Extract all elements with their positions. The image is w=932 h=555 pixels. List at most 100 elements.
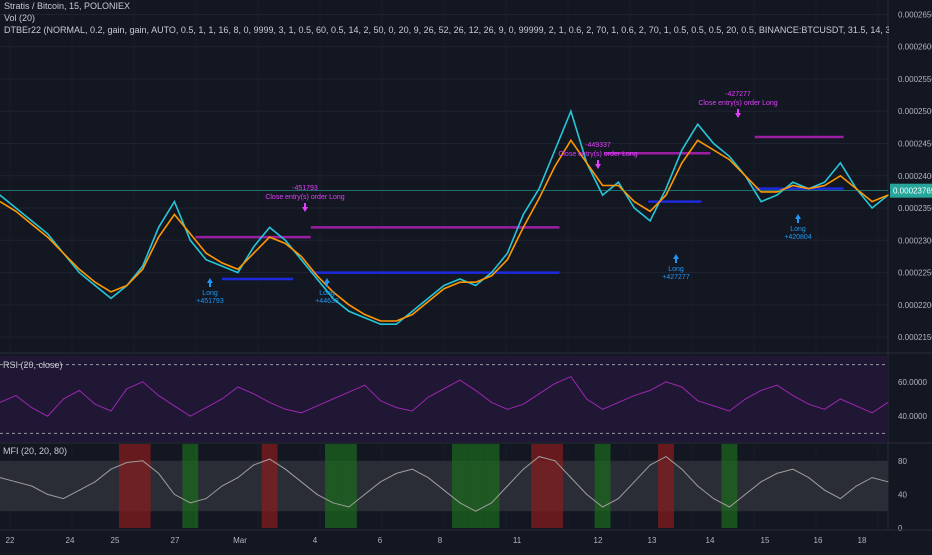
mfi-point	[475, 510, 477, 512]
mfi-point	[506, 485, 508, 487]
price-point	[31, 220, 33, 222]
time-tick-label: 18	[858, 536, 867, 545]
rsi-point	[570, 376, 572, 378]
symbol-title: Stratis / Bitcoin, 15, POLONIEX	[4, 1, 131, 11]
time-tick-label: 24	[66, 536, 75, 545]
rsi-point	[665, 381, 667, 383]
mfi-point	[538, 456, 540, 458]
rsi-point	[554, 383, 556, 385]
rsi-point	[522, 403, 524, 405]
time-tick-label: 22	[6, 536, 15, 545]
price-point	[728, 155, 731, 158]
close-value-label: -451793	[292, 185, 318, 192]
mfi-point	[158, 472, 160, 474]
mfi-overbought-bar	[658, 444, 674, 528]
rsi-point	[538, 393, 540, 395]
rsi-point	[808, 403, 810, 405]
close-arrow-icon	[595, 160, 601, 169]
mfi-overbought-bar	[547, 444, 563, 528]
price-point	[554, 165, 556, 167]
rsi-point	[253, 393, 255, 395]
price-point	[617, 181, 620, 183]
price-point	[221, 265, 223, 267]
long-profit-label: +420804	[784, 234, 812, 241]
price-point	[0, 194, 1, 196]
price-point	[157, 226, 160, 228]
price-point	[364, 317, 366, 319]
long-arrow-icon	[207, 278, 213, 287]
mfi-point	[697, 485, 699, 487]
price-point	[221, 262, 223, 264]
rsi-point	[617, 401, 619, 403]
mfi-oversold-bar	[467, 444, 484, 528]
price-point	[15, 207, 17, 209]
price-point	[538, 188, 540, 190]
price-point	[316, 275, 318, 277]
rsi-point	[316, 405, 318, 407]
close-value-label: -427277	[725, 91, 751, 98]
rsi-point	[348, 391, 350, 393]
long-profit-label: +451793	[196, 298, 224, 305]
mfi-point	[221, 485, 223, 487]
mfi-point	[792, 468, 794, 470]
price-point	[823, 181, 826, 183]
price-point	[427, 297, 429, 299]
price-point	[760, 200, 762, 203]
price-point	[94, 284, 96, 287]
rsi-point	[47, 415, 49, 417]
mfi-point	[47, 493, 49, 495]
price-point	[728, 159, 731, 161]
rsi-point	[380, 400, 382, 402]
mfi-point	[380, 481, 382, 483]
price-point	[300, 255, 302, 258]
time-tick-label: 15	[761, 536, 770, 545]
rsi-point	[792, 395, 794, 397]
mfi-point	[776, 472, 778, 474]
price-point	[712, 149, 715, 151]
close-arrow-icon	[302, 203, 308, 212]
time-tick-label: 6	[378, 536, 383, 545]
price-point	[522, 213, 524, 216]
mfi-oversold-bar	[721, 444, 738, 528]
mfi-point	[665, 456, 667, 458]
rsi-point	[62, 398, 64, 400]
rsi-tick-label: 60.0000	[898, 378, 927, 387]
time-tick-label: 4	[313, 536, 318, 545]
mfi-point	[443, 489, 445, 491]
rsi-point	[0, 401, 1, 403]
price-point	[649, 210, 651, 212]
price-point	[887, 194, 889, 196]
price-point	[348, 310, 350, 312]
current-price-tag	[890, 183, 932, 198]
mfi-oversold-bar	[594, 444, 611, 528]
rsi-point	[506, 408, 508, 410]
mfi-point	[142, 460, 144, 462]
mfi-point	[617, 498, 619, 500]
mfi-point	[570, 477, 572, 479]
price-point	[712, 142, 715, 145]
price-point	[268, 236, 271, 238]
mfi-point	[649, 464, 651, 466]
price-point	[348, 304, 350, 306]
rsi-point	[459, 379, 461, 381]
price-point	[760, 191, 762, 193]
price-point	[601, 194, 604, 196]
mfi-point	[15, 481, 17, 483]
price-point	[31, 223, 33, 225]
price-point	[744, 175, 746, 177]
mfi-point	[300, 481, 302, 483]
price-tick-label: 0.00023000	[898, 236, 932, 245]
mfi-overbought-bar	[531, 444, 548, 528]
rsi-point	[776, 384, 778, 386]
price-point	[665, 194, 667, 196]
mfi-point	[62, 498, 64, 500]
volume-label: Vol (20)	[4, 13, 36, 23]
mfi-point	[839, 498, 841, 500]
price-point	[475, 284, 477, 287]
price-point	[126, 284, 128, 287]
rsi-point	[142, 381, 144, 383]
rsi-point	[31, 407, 33, 409]
mfi-point	[332, 502, 334, 504]
